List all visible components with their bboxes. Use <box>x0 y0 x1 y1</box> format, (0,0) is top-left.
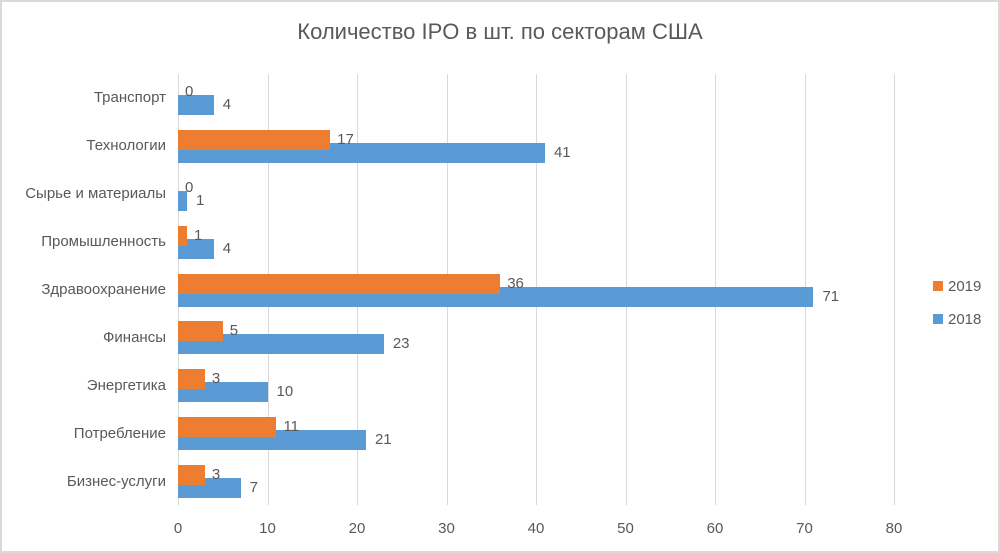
x-tick-label: 10 <box>259 520 276 537</box>
value-label-2019: 1 <box>193 226 203 244</box>
value-label-2018: 4 <box>222 239 232 257</box>
category-label: Промышленность <box>41 233 166 251</box>
category-label: Транспорт <box>93 89 166 107</box>
x-tick-label: 80 <box>885 520 903 537</box>
category-label: Энергетика <box>86 376 166 394</box>
bar-2018 <box>178 95 214 115</box>
value-label-2018: 41 <box>553 143 571 161</box>
x-tick-label: 0 <box>173 520 183 537</box>
category-label: Бизнес-услуги <box>66 472 166 490</box>
legend-label-2019: 2019 <box>948 277 982 295</box>
category-label: Потребление <box>73 424 166 442</box>
value-label-2018: 23 <box>392 335 410 353</box>
x-tick-label: 70 <box>796 520 813 537</box>
bar-2019 <box>178 273 501 294</box>
category-label: Здравоохранение <box>41 280 166 298</box>
bar-2019 <box>178 465 205 486</box>
category-label: Финансы <box>103 328 166 346</box>
legend: 2019 2018 <box>933 276 981 342</box>
x-tick-label: 60 <box>706 520 724 537</box>
x-tick-label: 20 <box>348 520 366 537</box>
value-label-2019: 3 <box>211 466 221 484</box>
x-tick-label: 30 <box>438 520 455 537</box>
bar-2019 <box>178 225 187 246</box>
value-label-2018: 10 <box>276 383 294 401</box>
value-label-2019: 3 <box>211 370 221 388</box>
value-label-2018: 1 <box>195 191 205 209</box>
legend-swatch-2019 <box>933 281 943 291</box>
value-label-2018: 4 <box>222 96 232 113</box>
bar-2019 <box>178 417 277 438</box>
gridline <box>894 74 895 505</box>
value-label-2018: 7 <box>249 479 258 497</box>
legend-swatch-2018 <box>933 314 943 324</box>
value-label-2019: 0 <box>185 178 194 196</box>
legend-label-2018: 2018 <box>948 310 982 328</box>
value-label-2018: 71 <box>822 287 840 305</box>
bar-2018 <box>178 238 214 259</box>
category-label: Сырье и материалы <box>25 185 166 203</box>
value-label-2019: 11 <box>283 418 300 436</box>
value-label-2019: 5 <box>229 322 239 340</box>
chart-title: Количество IPO в шт. по секторам США <box>297 19 703 44</box>
bar-2019 <box>178 321 223 342</box>
bar-2019 <box>178 129 331 150</box>
legend-item-2018: 2018 <box>933 309 981 329</box>
x-tick-label: 40 <box>527 520 545 537</box>
x-tick-label: 50 <box>617 520 634 537</box>
category-label: Технологии <box>86 137 166 155</box>
value-label-2019: 0 <box>185 83 194 100</box>
value-label-2019: 36 <box>507 274 524 292</box>
value-label-2018: 21 <box>374 431 392 449</box>
bar-2019 <box>178 369 205 390</box>
legend-item-2019: 2019 <box>933 276 981 296</box>
value-label-2019: 17 <box>337 130 354 148</box>
bar-2018 <box>178 190 187 211</box>
bar-2018 <box>178 334 384 355</box>
